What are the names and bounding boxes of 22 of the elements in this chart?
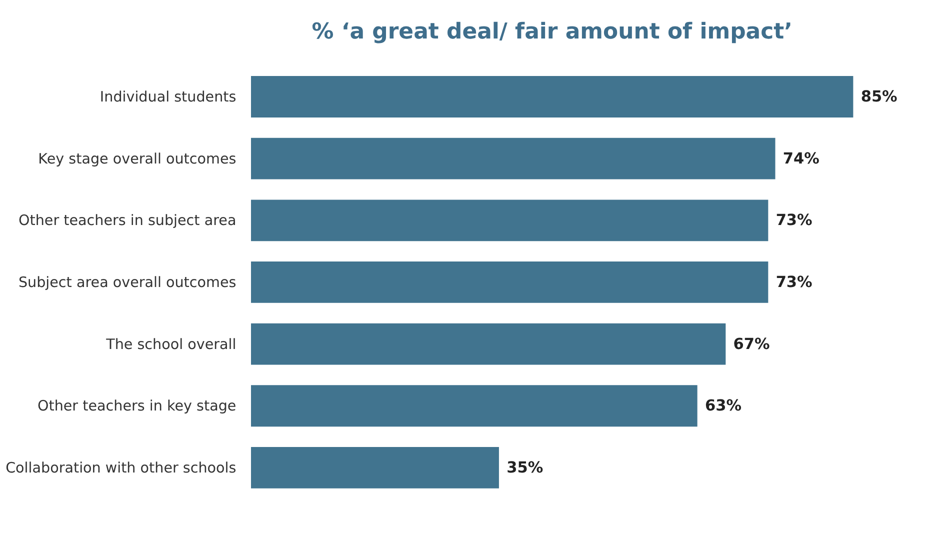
bar [250,262,768,303]
bar [250,138,776,180]
bar [250,76,854,118]
data-label: 85% [860,88,898,106]
data-label: 74% [782,149,820,168]
bar [250,446,499,488]
data-label: 63% [704,396,742,415]
y-tick-label: Key stage overall outcomes [38,151,236,168]
y-tick-label: Other teachers in subject area [18,213,236,230]
y-tick-label: The school overall [105,336,236,353]
y-tick-label: Collaboration with other schools [6,460,236,476]
y-tick-label: Subject area overall outcomes [18,274,236,291]
data-label: 67% [733,334,770,353]
y-tick-label: Individual students [100,90,236,106]
chart-title: % ‘a great deal/ fair amount of impact’ [312,19,792,44]
y-tick-label: Other teachers in key stage [37,398,236,415]
bar [250,200,768,242]
bar [250,323,726,365]
data-label: 35% [506,458,544,476]
data-label: 73% [776,211,812,230]
bar [250,385,698,427]
data-label: 73% [776,272,812,291]
